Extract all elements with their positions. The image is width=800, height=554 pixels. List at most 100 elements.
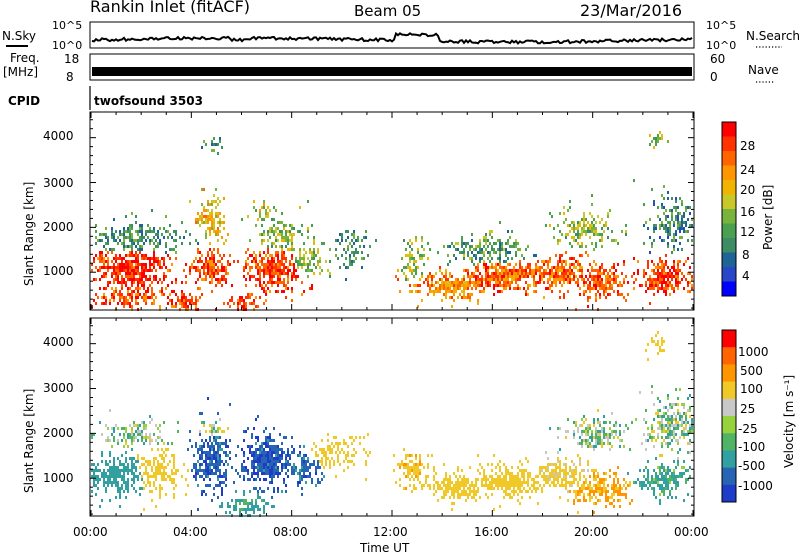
power-range-time-cell [231,284,233,287]
velocity-range-time-cell [241,508,243,511]
velocity-range-time-cell [683,433,685,436]
velocity-range-time-cell [541,475,543,478]
velocity-range-time-cell [301,457,303,460]
velocity-range-time-cell [445,493,447,496]
velocity-range-time-cell [527,472,529,475]
power-range-time-cell [209,227,211,230]
velocity-range-time-cell [135,430,137,433]
power-range-time-cell [127,263,129,266]
velocity-range-time-cell [111,466,113,469]
power-range-time-cell [669,293,671,296]
power-range-time-cell [691,287,693,290]
velocity-range-time-cell [539,484,541,487]
power-range-time-cell [111,266,113,269]
power-range-time-cell [171,248,173,251]
velocity-range-time-cell [683,427,685,430]
velocity-range-time-cell [221,475,223,478]
velocity-range-time-cell [301,478,303,481]
velocity-range-time-cell [605,493,607,496]
power-range-time-cell [125,275,127,278]
velocity-range-time-cell [301,460,303,463]
power-range-time-cell [137,239,139,242]
power-range-time-cell [265,215,267,218]
power-range-time-cell [659,287,661,290]
power-range-time-cell [583,218,585,221]
power-range-time-cell [467,275,469,278]
velocity-range-time-cell [201,469,203,472]
power-range-time-cell [105,299,107,302]
velocity-range-time-cell [513,475,515,478]
power-range-time-cell [135,239,137,242]
power-range-time-cell [167,236,169,239]
power-range-time-cell [259,233,261,236]
velocity-range-time-cell [691,424,693,427]
power-range-time-cell [447,245,449,248]
power-range-time-cell [309,260,311,263]
power-range-time-cell [263,233,265,236]
velocity-range-time-cell [535,481,537,484]
velocity-range-time-cell [609,433,611,436]
power-range-time-cell [239,299,241,302]
power-range-time-cell [137,290,139,293]
power-range-time-cell [515,239,517,242]
velocity-range-time-cell [219,418,221,421]
power-range-time-cell [105,260,107,263]
power-range-time-cell [653,263,655,266]
velocity-range-time-cell [99,478,101,481]
velocity-range-time-cell [475,481,477,484]
power-range-time-cell [233,260,235,263]
velocity-range-time-cell [433,466,435,469]
velocity-range-time-cell [519,478,521,481]
power-range-time-cell [199,251,201,254]
velocity-range-time-cell [321,478,323,481]
power-range-time-cell [329,272,331,275]
power-range-time-cell [141,224,143,227]
velocity-range-time-cell [149,460,151,463]
velocity-range-time-cell [581,487,583,490]
velocity-range-time-cell [241,469,243,472]
velocity-range-time-cell [481,478,483,481]
velocity-range-time-cell [95,466,97,469]
velocity-range-time-cell [557,427,559,430]
power-range-time-cell [449,275,451,278]
power-range-time-cell [313,239,315,242]
power-range-time-cell [279,272,281,275]
power-range-time-cell [281,257,283,260]
velocity-range-time-cell [135,490,137,493]
velocity-range-time-cell [485,484,487,487]
power-range-time-cell [277,227,279,230]
velocity-range-time-cell [343,439,345,442]
velocity-range-time-cell [487,496,489,499]
velocity-range-time-cell [113,436,115,439]
velocity-range-time-cell [417,475,419,478]
velocity-range-time-cell [177,430,179,433]
power-range-time-cell [663,287,665,290]
velocity-range-time-cell [247,508,249,511]
power-range-time-cell [303,260,305,263]
power-range-time-cell [291,290,293,293]
velocity-range-time-cell [225,469,227,472]
power-range-time-cell [289,233,291,236]
power-range-time-cell [291,239,293,242]
power-range-time-cell [479,272,481,275]
power-range-time-cell [109,302,111,305]
velocity-range-time-cell [169,475,171,478]
power-range-time-cell [347,236,349,239]
power-range-time-cell [197,242,199,245]
velocity-range-time-cell [215,463,217,466]
power-range-time-cell [267,248,269,251]
power-range-time-cell [455,257,457,260]
power-range-time-cell [623,263,625,266]
power-range-time-cell [133,239,135,242]
velocity-range-time-cell [417,466,419,469]
power-range-time-cell [309,251,311,254]
velocity-range-time-cell [101,460,103,463]
velocity-range-time-cell [665,418,667,421]
power-range-time-cell [651,278,653,281]
power-range-time-cell [579,221,581,224]
velocity-range-time-cell [553,472,555,475]
power-range-time-cell [287,278,289,281]
velocity-range-time-cell [619,424,621,427]
power-range-time-cell [267,239,269,242]
power-range-time-cell [147,290,149,293]
